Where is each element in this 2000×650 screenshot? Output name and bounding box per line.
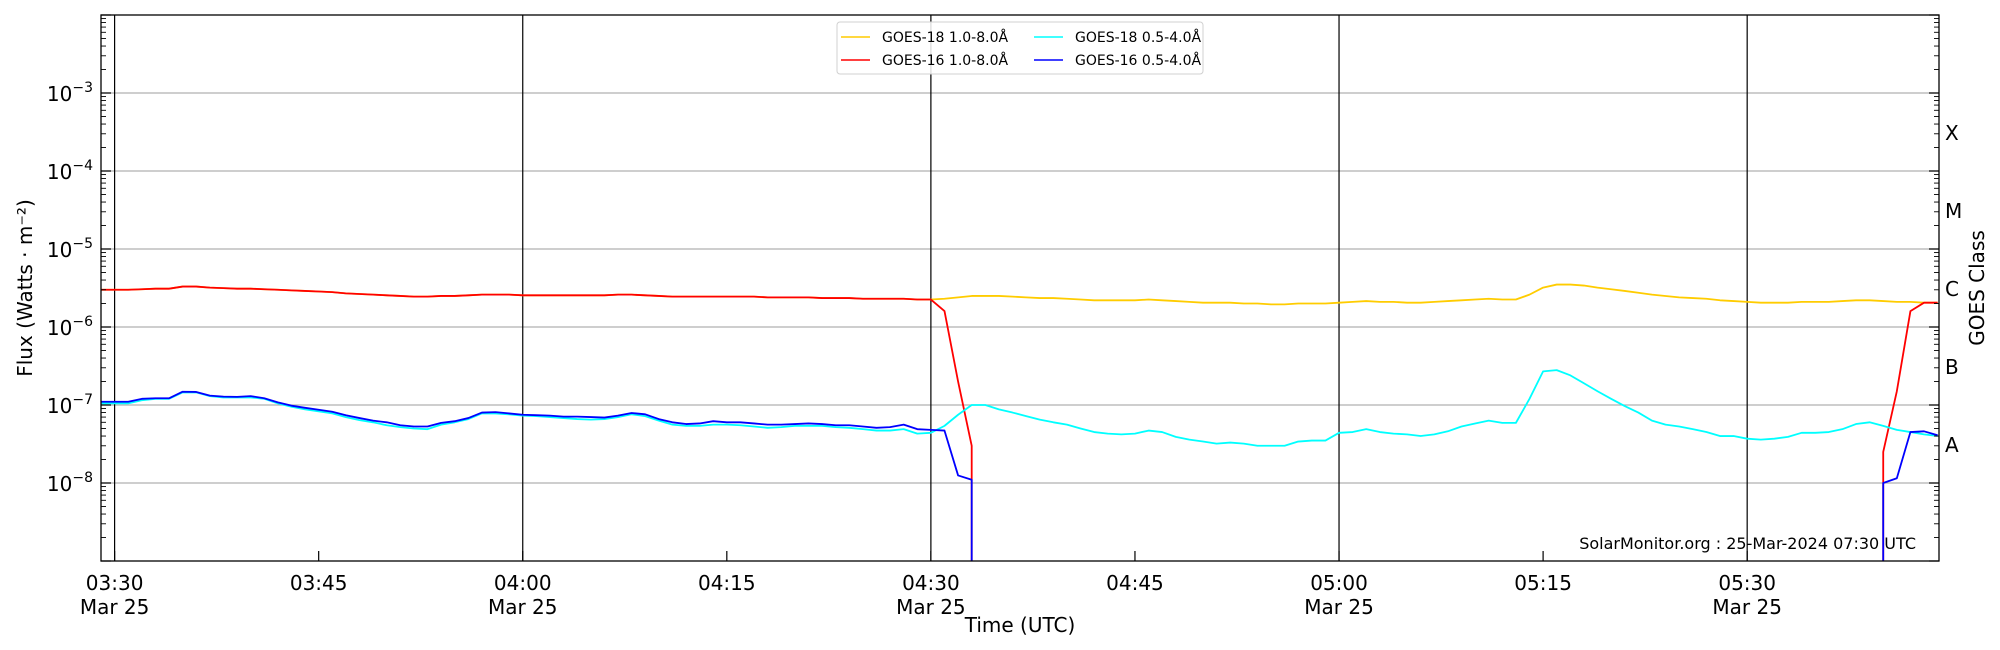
- y-tick-label: 10−4: [47, 158, 93, 184]
- goes-class-label-c: C: [1945, 277, 1959, 301]
- y-tick-label: 10−8: [47, 470, 93, 496]
- x-tick-label: 05:15: [1514, 571, 1572, 595]
- goes-class-labels: A B C M X: [1945, 121, 1962, 457]
- axis-ticks: [101, 14, 1939, 562]
- x-tick-label: 03:30: [86, 571, 144, 595]
- y-tick-labels: 10−3 10−4 10−5 10−6 10−7 10−8: [47, 80, 93, 496]
- legend-label: GOES-18 1.0-8.0Å: [882, 29, 1008, 46]
- goes-class-label-b: B: [1945, 355, 1959, 379]
- y-tick-label: 10−6: [47, 314, 93, 340]
- goes-class-label-a: A: [1945, 433, 1959, 457]
- legend: GOES-18 1.0-8.0Å GOES-18 0.5-4.0Å GOES-16 …: [836, 21, 1204, 75]
- x-tick-label: 05:00: [1310, 571, 1368, 595]
- watermark-annotation: SolarMonitor.org : 25-Mar-2024 07:30 UTC: [1579, 534, 1916, 553]
- x-tick-label: 04:45: [1106, 571, 1164, 595]
- x-tick-label: 04:15: [698, 571, 756, 595]
- x-tick-date-label: Mar 25: [896, 595, 966, 619]
- grid: [101, 92, 1939, 484]
- series-line-goes-16-0-5-4-0-: [101, 390, 1938, 561]
- y-tick-label: 10−3: [47, 80, 93, 106]
- x-tick-date-label: Mar 25: [80, 595, 150, 619]
- legend-label: GOES-16 1.0-8.0Å: [882, 52, 1008, 69]
- y2-axis-label: GOES Class: [1965, 230, 1989, 346]
- x-tick-label: 04:30: [902, 571, 960, 595]
- series-line-goes-16-1-0-8-0-: [101, 285, 1938, 561]
- axes-frame: [100, 14, 1940, 562]
- x-axis-label: Time (UTC): [964, 613, 1076, 637]
- hour-lines: [114, 15, 1748, 561]
- x-tick-label: 03:45: [290, 571, 348, 595]
- x-tick-date-label: Mar 25: [1304, 595, 1374, 619]
- y-axis-label: Flux (Watts · m⁻²): [13, 199, 37, 377]
- x-tick-label: 05:30: [1718, 571, 1776, 595]
- legend-label: GOES-16 0.5-4.0Å: [1075, 52, 1201, 69]
- plot-area: [101, 283, 1938, 561]
- goes-class-label-m: M: [1945, 199, 1962, 223]
- x-tick-date-label: Mar 25: [1712, 595, 1782, 619]
- x-tick-date-label: Mar 25: [488, 595, 558, 619]
- goes-class-label-x: X: [1945, 121, 1959, 145]
- x-tick-label: 04:00: [494, 571, 552, 595]
- y-tick-label: 10−7: [47, 392, 93, 418]
- series-line-goes-18-0-5-4-0-: [101, 369, 1938, 447]
- legend-label: GOES-18 0.5-4.0Å: [1075, 29, 1201, 46]
- y-tick-label: 10−5: [47, 236, 93, 262]
- legend-box: [836, 21, 1204, 75]
